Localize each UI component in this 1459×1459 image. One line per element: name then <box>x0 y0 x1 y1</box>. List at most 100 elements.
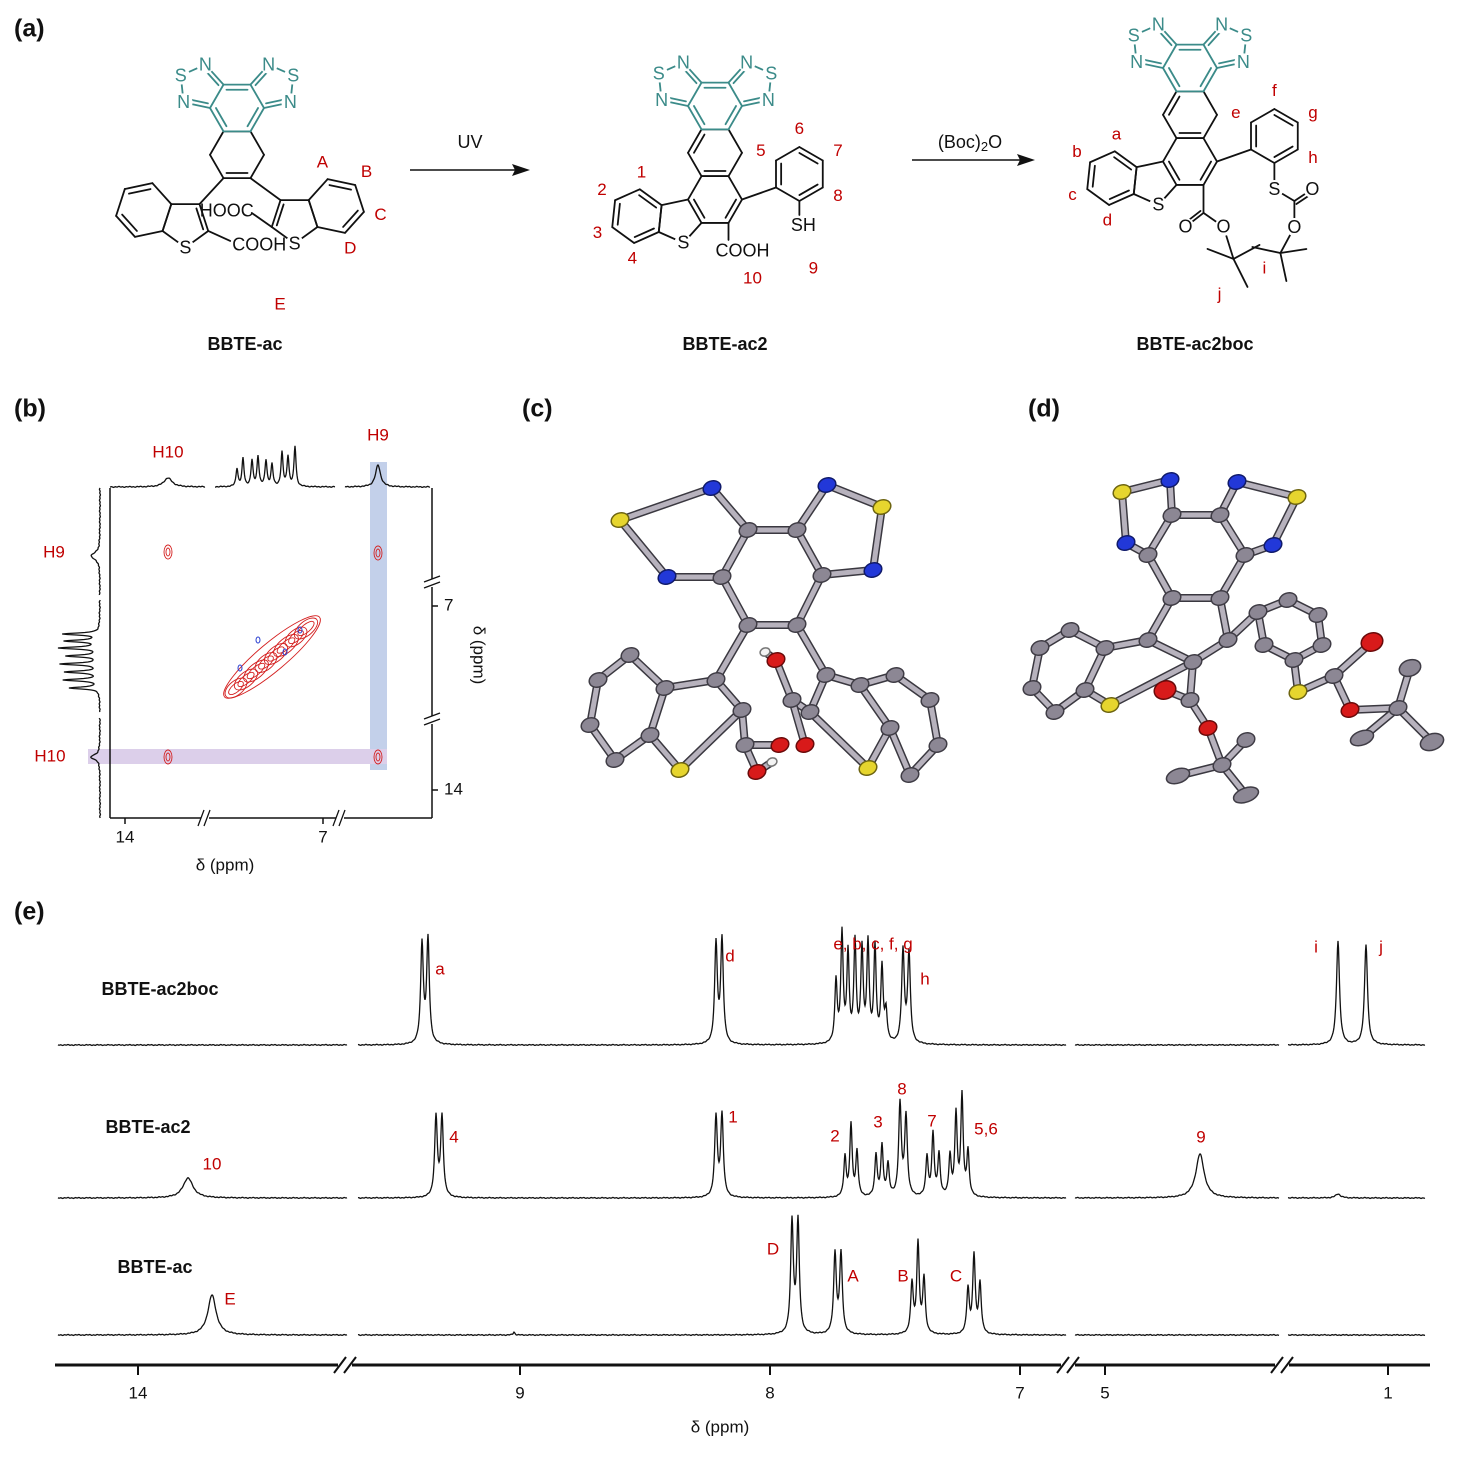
atom <box>1227 473 1247 491</box>
bond <box>1250 148 1276 164</box>
atom <box>747 763 767 781</box>
bond <box>794 482 830 533</box>
atom <box>1183 653 1203 671</box>
bond <box>611 226 636 244</box>
locant-label: E <box>274 294 285 313</box>
atom <box>1254 636 1274 654</box>
highlight-band <box>370 462 387 770</box>
atom <box>1198 719 1218 737</box>
axis-break <box>343 1356 357 1374</box>
atom-label: N <box>262 54 275 74</box>
atom-label: S <box>1152 195 1164 215</box>
compound-name: BBTE-ac <box>207 334 282 354</box>
bond <box>798 183 819 196</box>
atom <box>1100 696 1120 714</box>
locant-label: b <box>1072 142 1081 161</box>
x-axis-label: δ (ppm) <box>196 855 255 874</box>
bond <box>693 105 706 126</box>
axis-break <box>423 718 441 726</box>
atom-label: N <box>1237 52 1250 72</box>
bond <box>209 153 225 180</box>
atom <box>1160 471 1180 489</box>
bond <box>687 128 703 154</box>
bond <box>1107 659 1196 708</box>
bond <box>617 485 715 523</box>
bond <box>633 227 655 238</box>
contour <box>233 668 259 691</box>
bond <box>1108 193 1135 206</box>
atom-mask <box>794 216 813 235</box>
atom-label: S <box>677 233 689 253</box>
atom <box>1030 639 1050 657</box>
spectrum-trace <box>1074 1333 1280 1337</box>
reagent-subscript: 2 <box>981 139 988 154</box>
contour <box>163 749 173 765</box>
bond <box>727 128 743 154</box>
contour <box>263 643 289 665</box>
peak-label: H10 <box>152 442 183 461</box>
axis-break <box>426 579 438 587</box>
projection-left <box>90 487 102 596</box>
atom <box>1210 589 1230 607</box>
bond <box>1216 148 1252 163</box>
bond <box>677 707 745 773</box>
locant-label: B <box>361 162 372 181</box>
axis-break <box>338 809 346 827</box>
atom-label: O <box>1216 217 1230 237</box>
atom <box>782 691 802 709</box>
atom <box>1360 631 1384 653</box>
atom <box>1162 589 1182 607</box>
peak-label: 7 <box>927 1111 936 1130</box>
bond <box>1113 156 1133 171</box>
peak-label: H9 <box>367 425 389 444</box>
atom <box>1180 691 1200 709</box>
bond <box>1162 67 1178 93</box>
atom <box>1075 681 1095 699</box>
bond <box>614 188 641 202</box>
spectrum-trace <box>1287 940 1426 1046</box>
locant-label: 6 <box>795 119 804 138</box>
projection-top <box>109 477 206 489</box>
atom <box>1248 603 1268 621</box>
bond <box>727 81 743 107</box>
x-tick-label: 14 <box>116 827 135 846</box>
atom-mask <box>674 53 693 72</box>
atom-label: S <box>1240 25 1252 45</box>
projection-top <box>214 445 336 488</box>
locant-label: 7 <box>833 141 842 160</box>
bond <box>1086 161 1091 191</box>
atom <box>872 498 892 516</box>
bond <box>1234 479 1300 500</box>
atom-mask <box>284 66 303 85</box>
bond <box>1108 189 1130 200</box>
atom <box>1340 701 1360 719</box>
atom <box>787 521 807 539</box>
axis-break <box>203 809 211 827</box>
contour-negative <box>255 636 261 644</box>
atom <box>816 666 836 684</box>
bond <box>326 178 357 186</box>
spectrum-trace <box>57 1177 348 1200</box>
compound-name: BBTE-ac2boc <box>1136 334 1253 354</box>
contour <box>165 752 171 762</box>
trace-name: BBTE-ac2 <box>105 1117 190 1137</box>
bond <box>724 105 737 126</box>
bond <box>1202 43 1218 69</box>
bond <box>633 231 660 244</box>
bond <box>807 709 871 771</box>
bond <box>857 682 893 731</box>
bond <box>611 199 616 229</box>
atom <box>766 757 778 767</box>
bond <box>887 725 913 778</box>
bond <box>246 107 259 128</box>
compound-name: BBTE-ac2 <box>682 334 767 354</box>
bond <box>687 175 703 201</box>
bond <box>1273 145 1294 158</box>
locant-label: a <box>1112 125 1122 144</box>
trace-name: BBTE-ac2boc <box>101 979 218 999</box>
bond <box>1250 108 1276 124</box>
spectrum-trace <box>357 1214 1067 1337</box>
atom <box>1095 639 1115 657</box>
peak-label: C <box>950 1266 962 1285</box>
atom-mask <box>762 64 781 83</box>
